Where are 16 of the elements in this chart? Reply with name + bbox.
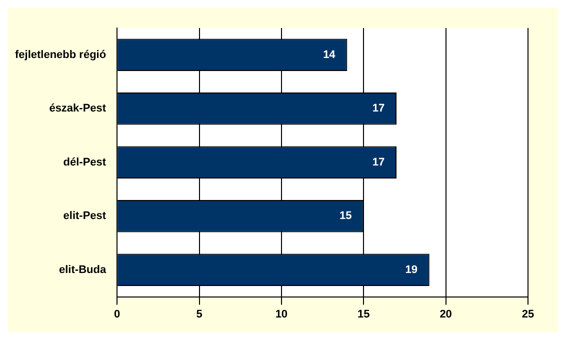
data-label: 15 [340, 210, 352, 222]
y-tick-label: észak-Pest [49, 102, 106, 115]
x-tick-label: 5 [196, 308, 202, 320]
x-tick-label: 10 [275, 308, 288, 320]
x-tick-label: 15 [358, 308, 370, 320]
x-tick-label: 20 [440, 308, 452, 320]
x-tick-label: 0 [114, 308, 120, 320]
data-label: 14 [323, 48, 336, 61]
y-tick-label: elit-Buda [59, 264, 107, 276]
x-tick-label: 25 [522, 308, 534, 320]
y-tick-label: fejletlenebb régió [14, 48, 106, 61]
y-tick-label: dél-Pest [63, 156, 106, 168]
data-label: 17 [372, 102, 385, 115]
y-tick-label: elit-Pest [63, 210, 106, 222]
data-label: 19 [405, 264, 418, 276]
data-label: 17 [372, 156, 385, 168]
